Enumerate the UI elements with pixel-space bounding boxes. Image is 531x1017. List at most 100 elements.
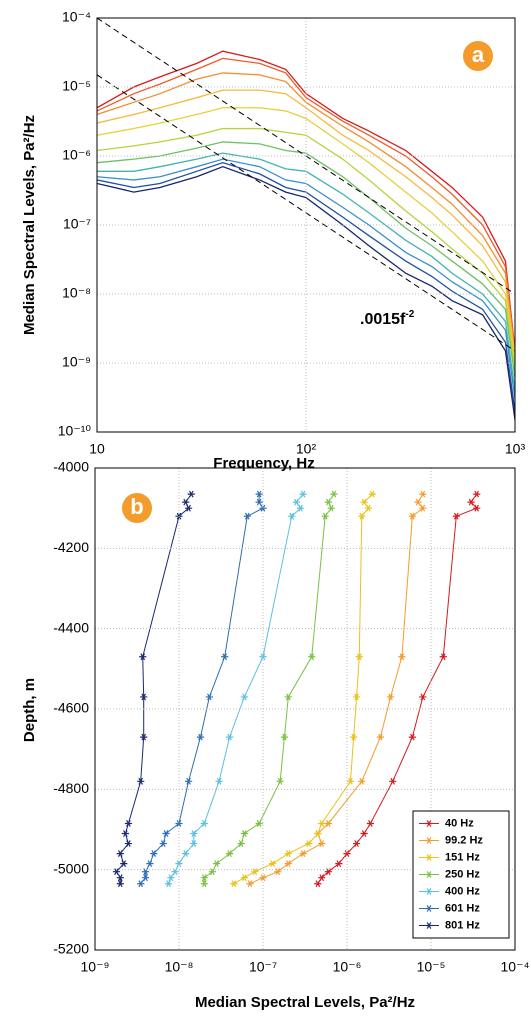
marker [358, 512, 366, 520]
spectrum-line [97, 50, 515, 351]
y-axis-label: Median Spectral Levels, Pa²/Hz [21, 115, 38, 335]
marker [259, 504, 267, 512]
marker [324, 498, 332, 506]
y-tick-label: 10⁻⁴ [62, 9, 91, 25]
legend-label: 400 Hz [445, 885, 480, 897]
marker [124, 820, 133, 827]
legend-label: 40 Hz [445, 817, 474, 829]
x-axis-label: Median Spectral Levels, Pa²/Hz [195, 994, 415, 1011]
marker [212, 860, 221, 868]
reference-line [97, 74, 515, 352]
marker [292, 498, 301, 506]
marker [398, 653, 406, 661]
marker [360, 830, 368, 837]
marker [259, 653, 267, 661]
marker [182, 498, 190, 506]
marker [473, 504, 481, 512]
spectrum-line [97, 72, 515, 356]
legend-marker [425, 905, 433, 912]
marker [360, 498, 368, 506]
marker [318, 874, 326, 882]
profile-line [168, 493, 304, 884]
spectrum-line [97, 152, 515, 391]
marker [419, 693, 427, 701]
marker [121, 830, 129, 837]
marker [200, 820, 208, 827]
marker [352, 840, 361, 847]
annotation-text: .0015f [360, 311, 406, 328]
marker [364, 504, 373, 512]
marker [159, 840, 167, 847]
marker [452, 512, 460, 520]
marker [240, 830, 248, 837]
marker [408, 512, 416, 520]
y-tick-label: 10⁻⁹ [62, 354, 91, 370]
marker [200, 874, 208, 882]
marker [175, 860, 183, 868]
legend-label: 250 Hz [445, 868, 480, 880]
marker [137, 777, 145, 785]
spectrum-line [97, 57, 515, 351]
marker [116, 874, 124, 882]
marker [358, 777, 366, 785]
marker [187, 490, 195, 498]
marker [116, 880, 124, 888]
plot-content [112, 490, 481, 888]
y-tick-label: -4600 [53, 700, 89, 716]
y-tick-label: 10⁻⁸ [62, 285, 91, 301]
profile-line [249, 493, 424, 885]
marker [137, 880, 145, 888]
marker [140, 693, 148, 701]
marker [116, 850, 124, 858]
marker [164, 880, 173, 888]
legend-marker [425, 871, 433, 878]
marker [389, 777, 397, 785]
marker [190, 840, 198, 847]
marker [167, 874, 175, 882]
marker [208, 868, 217, 876]
legend-marker [425, 820, 433, 827]
marker [255, 490, 263, 498]
marker [321, 512, 329, 520]
marker [146, 860, 154, 868]
spectrum-line [97, 141, 515, 379]
marker [225, 733, 234, 741]
marker [324, 820, 332, 827]
marker [350, 733, 358, 741]
marker [251, 868, 259, 876]
marker [439, 653, 447, 661]
y-tick-label: -4200 [53, 539, 89, 555]
y-tick-label: -4800 [53, 780, 89, 796]
marker [162, 830, 170, 837]
marker [308, 653, 316, 661]
y-tick-label: 10⁻¹⁰ [58, 423, 92, 439]
marker [140, 733, 148, 741]
panel-label: a [472, 42, 485, 67]
x-tick-label: 10⁻⁵ [417, 959, 446, 975]
marker [243, 512, 251, 520]
legend-marker [425, 922, 433, 929]
marker [296, 504, 305, 512]
marker [184, 504, 193, 512]
legend-label: 801 Hz [445, 919, 480, 931]
marker [255, 498, 263, 506]
marker [314, 830, 322, 837]
panel-label: b [130, 494, 143, 519]
marker [419, 504, 427, 512]
marker [120, 860, 128, 868]
marker [240, 693, 248, 701]
spectrum-line [97, 158, 515, 400]
marker [182, 850, 190, 858]
marker [221, 653, 229, 661]
legend-marker [425, 854, 433, 861]
marker [314, 880, 322, 888]
y-tick-label: 10⁻⁷ [63, 216, 91, 232]
profile-line [317, 493, 478, 884]
marker [276, 777, 284, 785]
spectrum-line [97, 127, 515, 370]
spectrum-line [97, 89, 515, 358]
legend-label: 99.2 Hz [445, 834, 483, 846]
marker [205, 693, 213, 701]
marker [386, 693, 395, 701]
